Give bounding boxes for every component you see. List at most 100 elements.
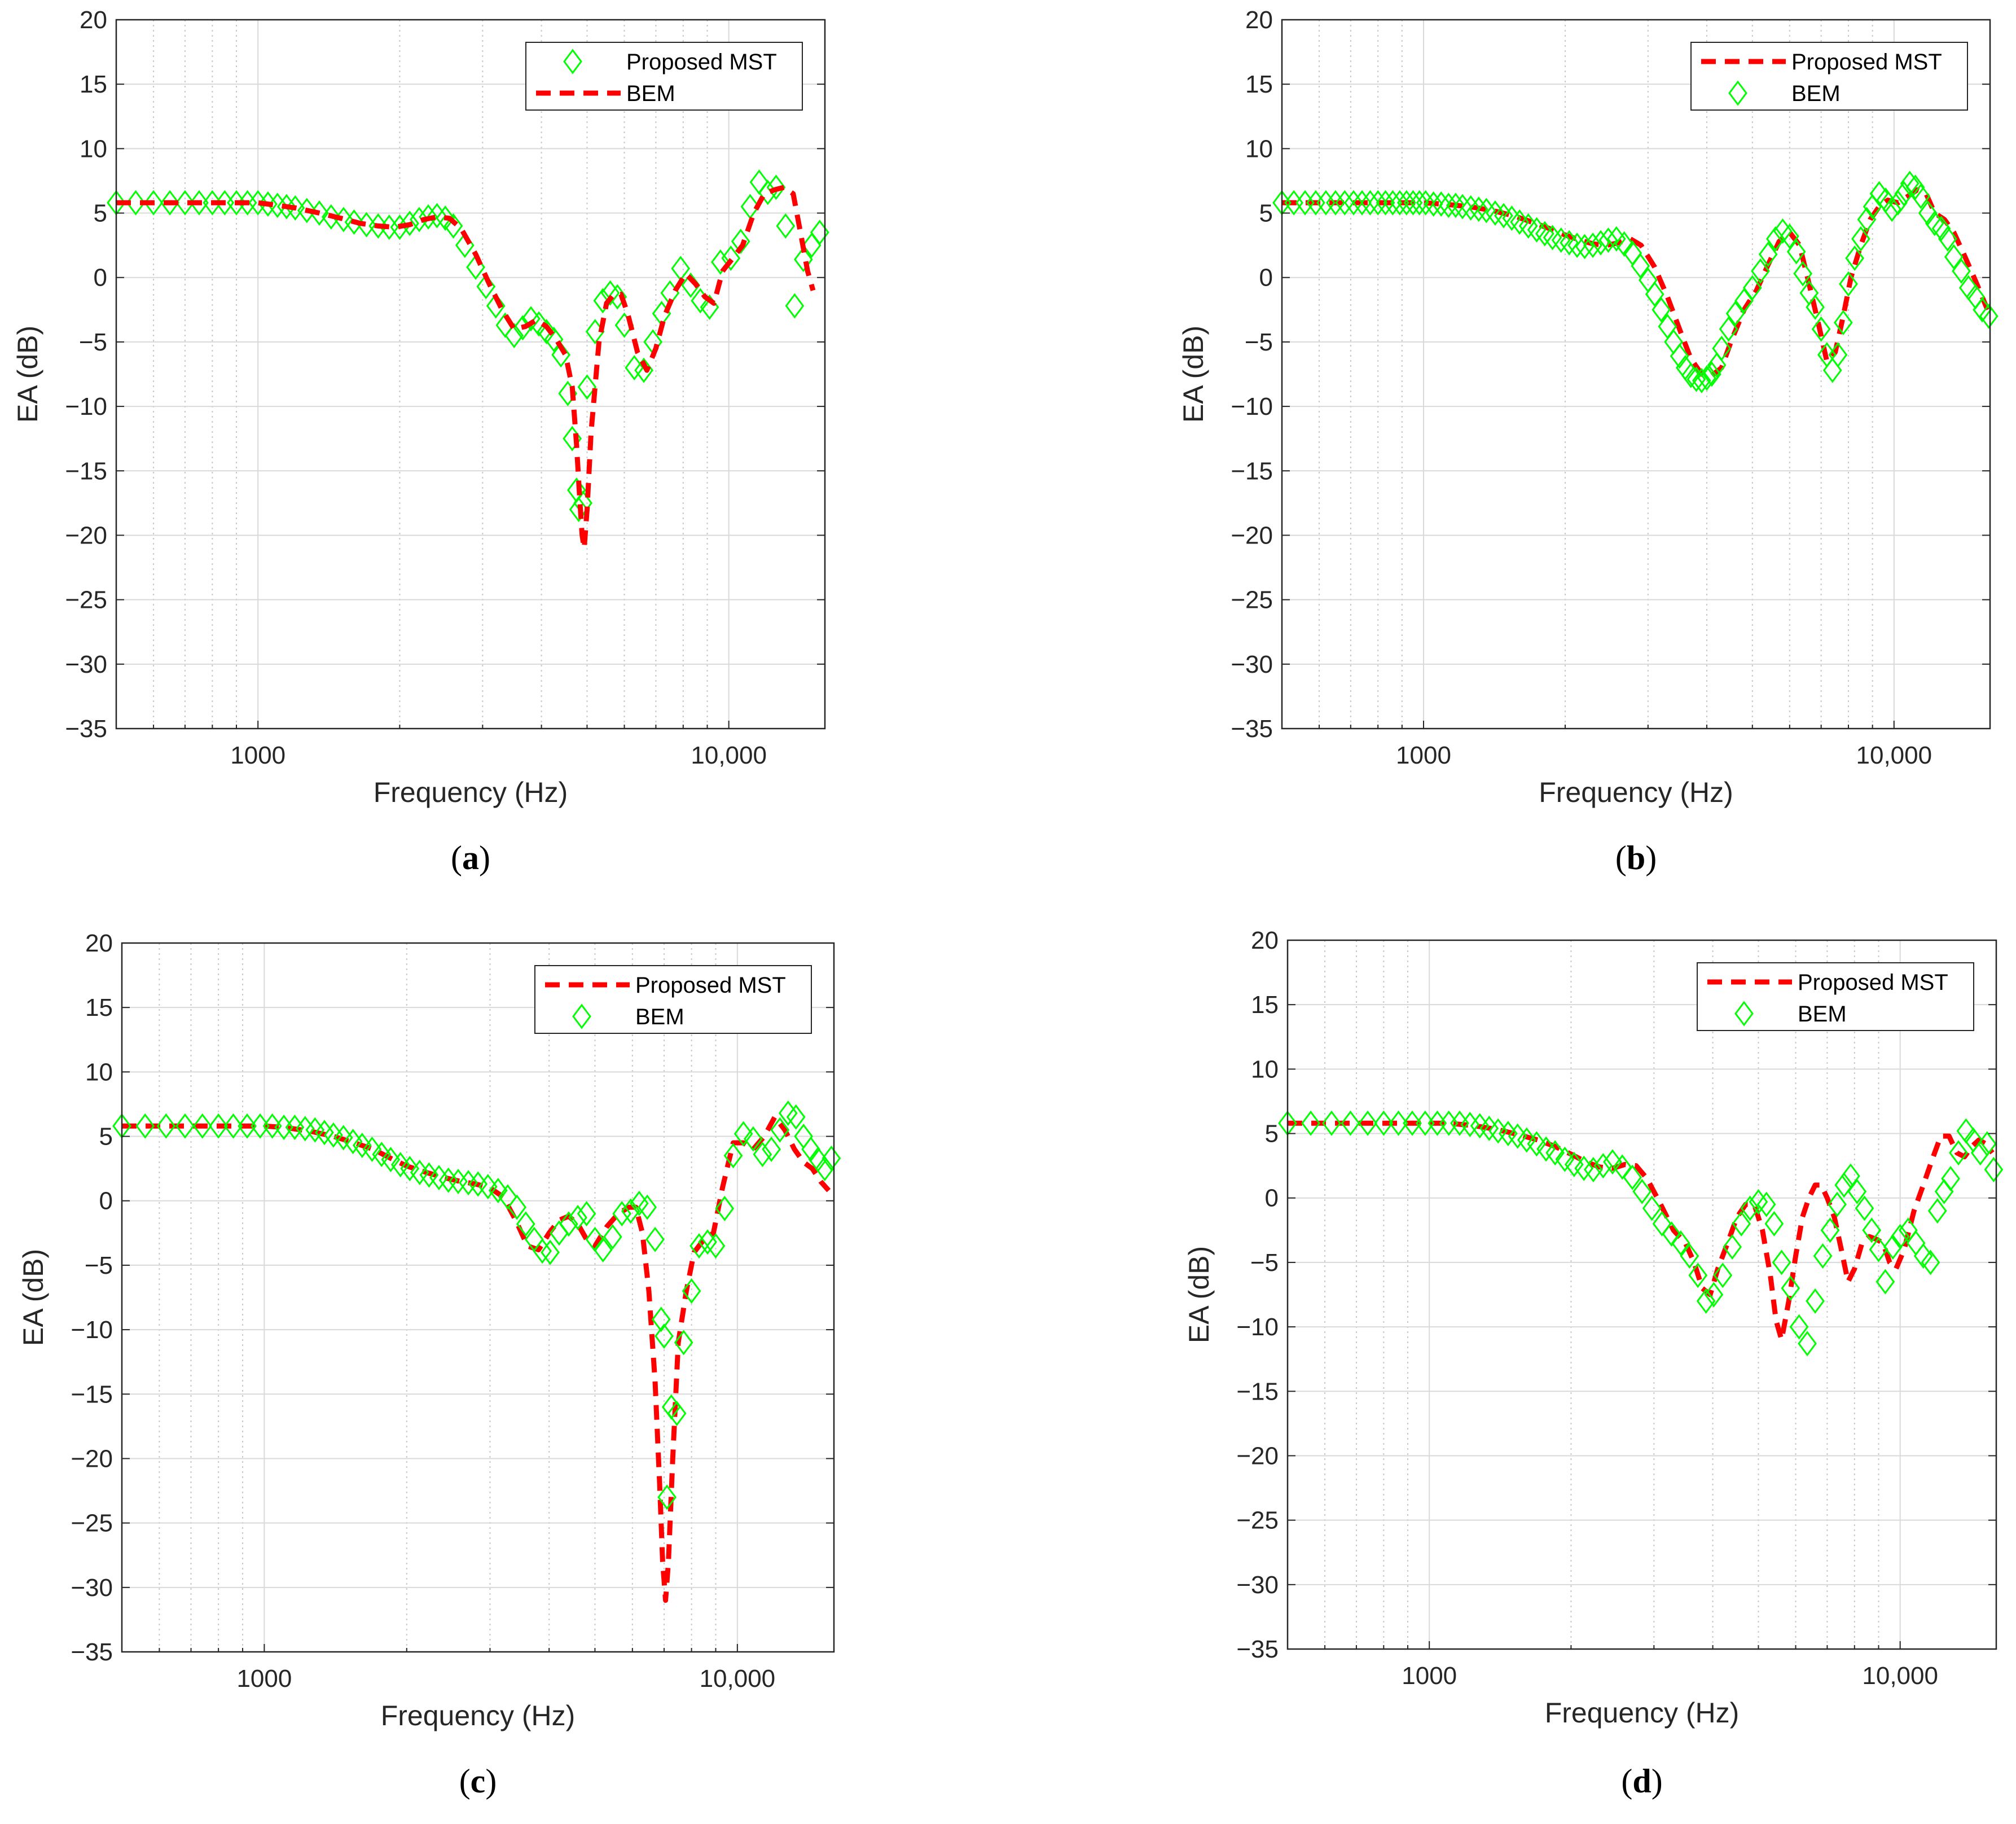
data-point-marker bbox=[1944, 244, 1964, 270]
data-point-marker bbox=[1828, 1191, 1847, 1217]
data-point-marker bbox=[1680, 1243, 1699, 1269]
chart-svg-c: 20 15 10 5 0 −5 −10 −15 −20 −25 −30 −35 1000 10,000 Fr… bbox=[17, 929, 841, 1800]
legend-label: Proposed MST bbox=[1798, 970, 1948, 995]
data-point-marker bbox=[1341, 1110, 1360, 1136]
data-point-marker bbox=[1938, 226, 1957, 252]
data-point-marker bbox=[723, 1143, 743, 1169]
data-point-marker bbox=[674, 1330, 693, 1356]
data-point-marker bbox=[1527, 1131, 1547, 1157]
data-point-marker bbox=[1613, 1154, 1632, 1180]
data-point-marker bbox=[1591, 230, 1610, 256]
data-point-marker bbox=[1322, 1110, 1341, 1136]
data-point-marker bbox=[1583, 233, 1602, 258]
data-point-marker bbox=[621, 1198, 640, 1224]
legend-label: Proposed MST bbox=[635, 973, 786, 998]
data-point-marker bbox=[1845, 245, 1865, 271]
chart-svg-b: 20 15 10 5 0 −5 −10 −15 −20 −25 −30 −35 1000 10,000 Fr… bbox=[1178, 6, 1999, 876]
y-tick-label: −30 bbox=[65, 651, 107, 678]
data-point-marker bbox=[436, 205, 455, 231]
data-point-marker bbox=[815, 1156, 834, 1182]
data-point-marker bbox=[1704, 1282, 1724, 1308]
data-point-marker bbox=[793, 247, 813, 273]
x-tick-label: 1000 bbox=[1402, 1662, 1457, 1690]
data-point-marker bbox=[443, 213, 463, 239]
data-point-marker bbox=[785, 293, 805, 319]
data-point-marker bbox=[504, 322, 524, 348]
data-point-marker bbox=[1786, 239, 1806, 265]
data-point-marker bbox=[706, 1233, 726, 1259]
y-tick-label: −30 bbox=[1231, 651, 1273, 678]
y-tick-label: −25 bbox=[71, 1510, 113, 1537]
legend-box bbox=[1697, 962, 1974, 1031]
data-point-marker bbox=[1567, 233, 1587, 258]
data-point-marker bbox=[593, 1237, 613, 1263]
x-tick-label: 10,000 bbox=[1862, 1662, 1938, 1690]
y-tick-label: −25 bbox=[1231, 586, 1273, 614]
data-point-marker bbox=[655, 1323, 674, 1349]
data-point-marker bbox=[1764, 1211, 1784, 1237]
y-tick-label: −20 bbox=[1231, 521, 1273, 549]
data-point-marker bbox=[1469, 196, 1488, 222]
data-point-marker bbox=[1686, 366, 1706, 392]
y-tick-label: −15 bbox=[1231, 457, 1273, 485]
plot-area bbox=[1288, 940, 1996, 1649]
data-point-marker bbox=[1645, 281, 1664, 307]
data-point-marker bbox=[734, 1121, 753, 1147]
chart-panel-a: 20 15 10 5 0 −5 −10 −15 −20 −25 −30 −35 1000 10,000 Fr… bbox=[0, 0, 1008, 912]
data-point-marker bbox=[776, 213, 796, 239]
data-point-marker bbox=[1719, 316, 1738, 342]
data-point-marker bbox=[126, 190, 146, 216]
axes-frame bbox=[1281, 19, 1991, 730]
legend: Proposed MST BEM bbox=[1697, 962, 1974, 1031]
data-point-marker bbox=[568, 1204, 587, 1230]
x-tick-label: 10,000 bbox=[691, 742, 767, 769]
data-point-marker bbox=[541, 1239, 560, 1265]
data-point-marker bbox=[262, 1113, 282, 1139]
data-point-marker bbox=[209, 1113, 229, 1139]
data-point-marker bbox=[267, 192, 287, 218]
data-point-marker bbox=[1696, 1288, 1716, 1314]
data-point-marker bbox=[1756, 1191, 1776, 1217]
x-axis-title: Frequency (Hz) bbox=[1545, 1697, 1740, 1729]
legend-label: Proposed MST bbox=[626, 50, 777, 74]
data-point-marker bbox=[1813, 1243, 1833, 1269]
data-point-marker bbox=[1702, 361, 1721, 387]
legend-box bbox=[534, 965, 812, 1034]
y-tick-label: −5 bbox=[85, 1252, 113, 1279]
data-point-marker bbox=[1839, 271, 1858, 297]
series-line-bem bbox=[116, 185, 816, 551]
data-point-marker bbox=[1749, 1189, 1768, 1215]
y-tick-label: 5 bbox=[1265, 1120, 1279, 1148]
data-point-marker bbox=[822, 1145, 841, 1171]
data-point-marker bbox=[1984, 1156, 2004, 1182]
data-point-marker bbox=[1723, 1234, 1742, 1260]
data-point-marker bbox=[1758, 242, 1778, 268]
data-point-marker bbox=[400, 1156, 420, 1182]
data-point-marker bbox=[1970, 1140, 1990, 1166]
y-tick-label: −15 bbox=[65, 457, 107, 485]
data-point-marker bbox=[1820, 1217, 1840, 1243]
y-tick-label: −10 bbox=[1236, 1313, 1279, 1341]
caption-letter: d bbox=[1632, 1762, 1651, 1800]
y-tick-label: 20 bbox=[80, 6, 107, 34]
data-point-marker bbox=[321, 204, 341, 230]
data-point-marker bbox=[1841, 1163, 1860, 1189]
y-tick-label: 10 bbox=[1251, 1055, 1279, 1083]
data-point-marker bbox=[1793, 261, 1813, 287]
y-tick-label: 10 bbox=[85, 1058, 113, 1086]
data-point-marker bbox=[1713, 1262, 1733, 1288]
data-point-marker bbox=[1652, 297, 1671, 323]
data-point-marker bbox=[1751, 258, 1770, 284]
data-point-marker bbox=[1583, 1156, 1603, 1182]
x-tick-label: 1000 bbox=[230, 742, 286, 769]
data-point-marker bbox=[731, 229, 750, 255]
data-point-marker bbox=[1409, 190, 1429, 216]
data-point-marker bbox=[1900, 170, 1920, 196]
data-point-marker bbox=[238, 1113, 257, 1139]
data-point-marker bbox=[1834, 1172, 1854, 1198]
series-line-proposed-mst bbox=[122, 1114, 831, 1603]
data-point-marker bbox=[537, 319, 556, 345]
data-point-marker bbox=[786, 1104, 806, 1130]
data-point-marker bbox=[721, 245, 741, 271]
data-point-marker bbox=[1876, 1269, 1895, 1295]
